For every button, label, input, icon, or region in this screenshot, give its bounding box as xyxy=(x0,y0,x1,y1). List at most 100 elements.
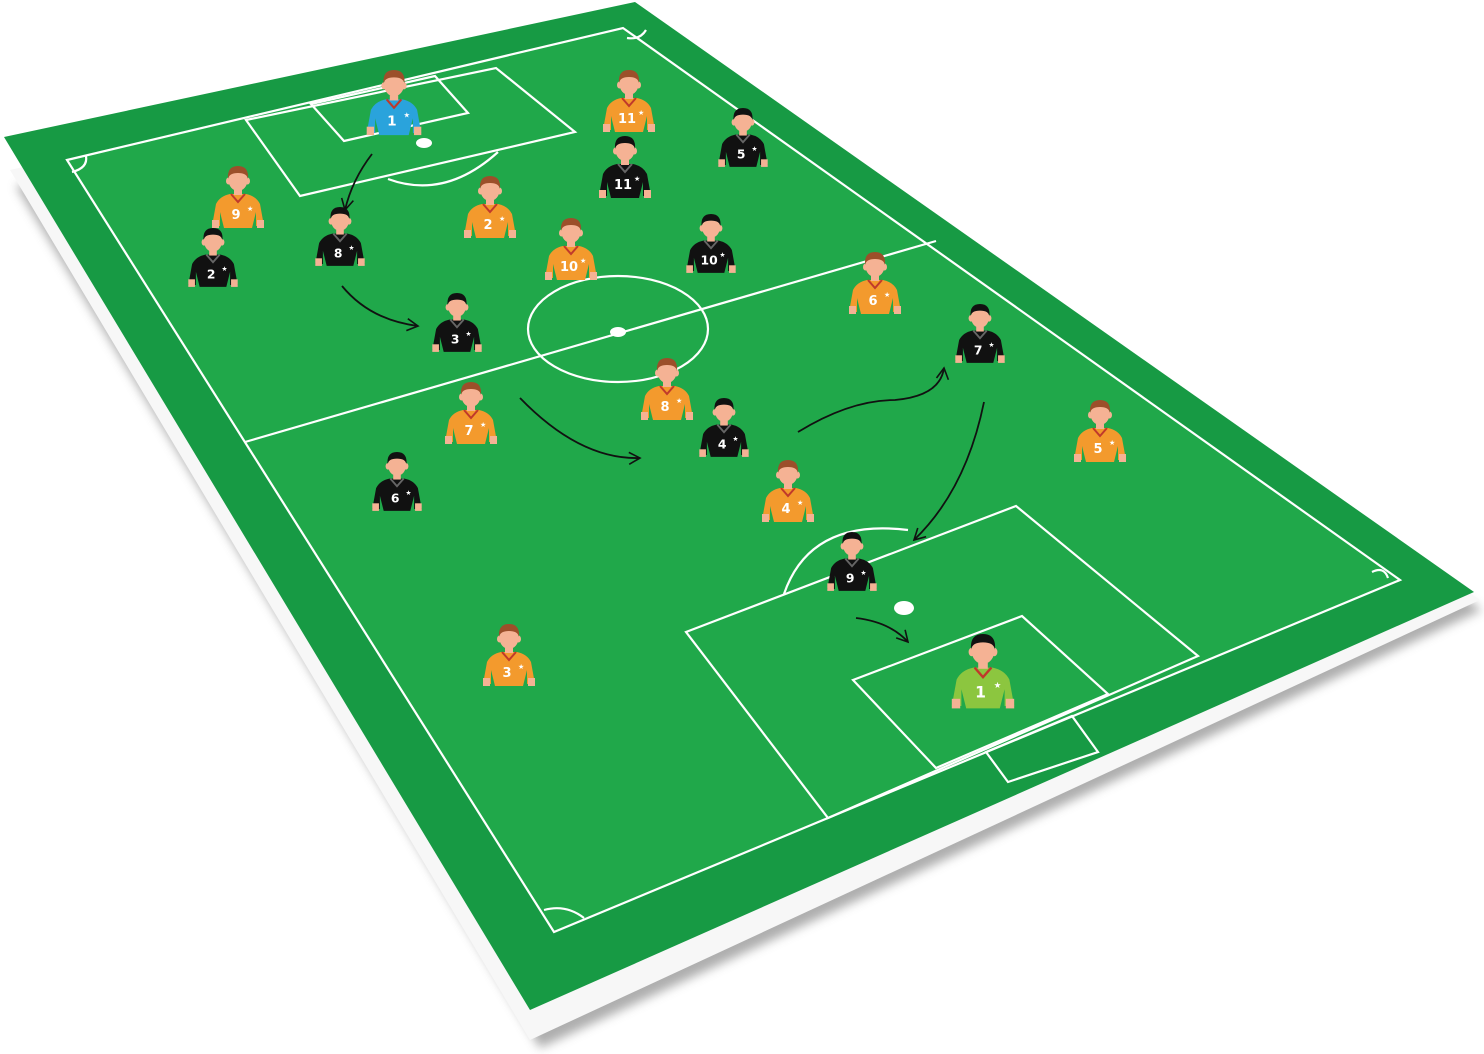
player-head xyxy=(384,73,404,97)
svg-text:★: ★ xyxy=(861,569,867,577)
player-orange-4[interactable]: 4 ★ xyxy=(762,460,814,522)
player-number: 5 xyxy=(737,147,746,161)
player-shirt xyxy=(188,254,238,287)
player-head xyxy=(733,110,753,132)
player-head xyxy=(499,627,519,649)
player-shirt xyxy=(464,204,516,238)
corner-arc xyxy=(626,29,647,40)
player-orange-11[interactable]: 11 ★ xyxy=(603,70,655,132)
pass-arrow xyxy=(912,401,985,542)
player-orange-7[interactable]: 7 ★ xyxy=(445,382,497,444)
player-head xyxy=(971,637,995,664)
player-black-8[interactable]: 8 ★ xyxy=(315,207,365,266)
player-head xyxy=(615,139,635,161)
player-head xyxy=(387,454,407,476)
bottom-goal xyxy=(984,714,1100,784)
pass-arrow xyxy=(340,153,373,212)
player-orange-8[interactable]: 8 ★ xyxy=(641,358,693,420)
player-shirt xyxy=(699,424,749,457)
player-number: 8 xyxy=(660,400,669,415)
svg-text:★: ★ xyxy=(247,205,253,213)
player-head xyxy=(970,306,990,328)
player-shirt xyxy=(762,488,814,522)
player-head xyxy=(228,169,248,191)
svg-text:★: ★ xyxy=(518,663,524,671)
svg-text:★: ★ xyxy=(994,680,1002,690)
touchline xyxy=(65,26,1403,934)
player-number: 6 xyxy=(868,294,877,309)
player-shirt xyxy=(372,478,422,511)
bottom-penalty-box xyxy=(684,504,1201,820)
player-orange-2[interactable]: 2 ★ xyxy=(464,176,516,238)
player-number: 9 xyxy=(846,571,855,585)
ball[interactable] xyxy=(894,601,914,615)
svg-text:★: ★ xyxy=(797,499,803,507)
player-number: 11 xyxy=(618,112,636,127)
player-orange-3[interactable]: 3 ★ xyxy=(483,624,535,686)
player-number: 7 xyxy=(974,343,983,357)
player-head xyxy=(330,209,350,231)
ball[interactable] xyxy=(416,138,432,148)
player-keeper-green-1[interactable]: 1 ★ xyxy=(951,634,1015,709)
player-head xyxy=(561,221,581,243)
pitch-markings xyxy=(65,26,1403,934)
pass-arrow xyxy=(341,285,420,332)
player-black-11[interactable]: 11 ★ xyxy=(599,136,651,198)
player-number: 11 xyxy=(614,178,632,193)
player-orange-10[interactable]: 10 ★ xyxy=(545,218,597,280)
svg-text:★: ★ xyxy=(499,215,505,223)
player-number: 2 xyxy=(483,218,492,233)
pass-arrow xyxy=(855,617,910,644)
corner-arc xyxy=(71,155,88,174)
player-head xyxy=(461,385,481,407)
player-black-7[interactable]: 7 ★ xyxy=(955,304,1005,363)
player-orange-6[interactable]: 6 ★ xyxy=(849,252,901,314)
halfway-line xyxy=(244,239,937,444)
players: 1 ★ 11 ★5 ★11 ★9 ★2 ★8 ★2 ★ 10 ★ 10 ★6 ★3 ★7 ★8 ★7 ★4 ★5 ★6 ★… xyxy=(188,70,1126,709)
player-shirt xyxy=(686,240,736,273)
centre-spot xyxy=(610,327,626,337)
player-black-10[interactable]: 10 ★ xyxy=(686,214,736,273)
svg-text:★: ★ xyxy=(752,145,758,153)
svg-text:★: ★ xyxy=(634,175,640,183)
player-head xyxy=(619,73,639,95)
svg-text:★: ★ xyxy=(720,251,726,259)
player-orange-9[interactable]: 9 ★ xyxy=(212,166,264,228)
player-black-3[interactable]: 3 ★ xyxy=(432,293,482,352)
player-number: 9 xyxy=(231,208,240,223)
player-black-2[interactable]: 2 ★ xyxy=(188,228,238,287)
player-black-9[interactable]: 9 ★ xyxy=(827,532,877,591)
svg-text:★: ★ xyxy=(406,489,412,497)
player-shirt xyxy=(951,667,1015,709)
svg-text:★: ★ xyxy=(676,397,682,405)
player-head xyxy=(1090,403,1110,425)
player-head xyxy=(657,361,677,383)
player-shirt xyxy=(603,98,655,132)
bottom-goal-box xyxy=(851,614,1111,770)
player-number: 4 xyxy=(781,502,790,517)
player-number: 3 xyxy=(502,666,511,681)
player-number: 4 xyxy=(718,437,727,451)
player-black-4[interactable]: 4 ★ xyxy=(699,398,749,457)
player-number: 2 xyxy=(207,267,216,281)
player-shirt xyxy=(641,386,693,420)
svg-text:★: ★ xyxy=(349,244,355,252)
player-number: 10 xyxy=(701,253,718,267)
player-black-6[interactable]: 6 ★ xyxy=(372,452,422,511)
svg-text:★: ★ xyxy=(222,265,228,273)
svg-text:★: ★ xyxy=(638,109,644,117)
pass-arrow xyxy=(797,366,950,433)
player-head xyxy=(865,255,885,277)
player-head xyxy=(701,216,721,238)
player-orange-5[interactable]: 5 ★ xyxy=(1074,400,1126,462)
player-keeper-blue-1[interactable]: 1 ★ xyxy=(366,70,422,136)
player-black-5[interactable]: 5 ★ xyxy=(718,108,768,167)
pass-arrows xyxy=(340,153,985,644)
player-shirt xyxy=(599,164,651,198)
player-number: 8 xyxy=(334,246,343,260)
corner-arc xyxy=(1371,568,1390,579)
svg-text:★: ★ xyxy=(884,291,890,299)
player-head xyxy=(842,534,862,556)
pass-arrow xyxy=(519,397,642,466)
player-shirt xyxy=(955,330,1005,363)
